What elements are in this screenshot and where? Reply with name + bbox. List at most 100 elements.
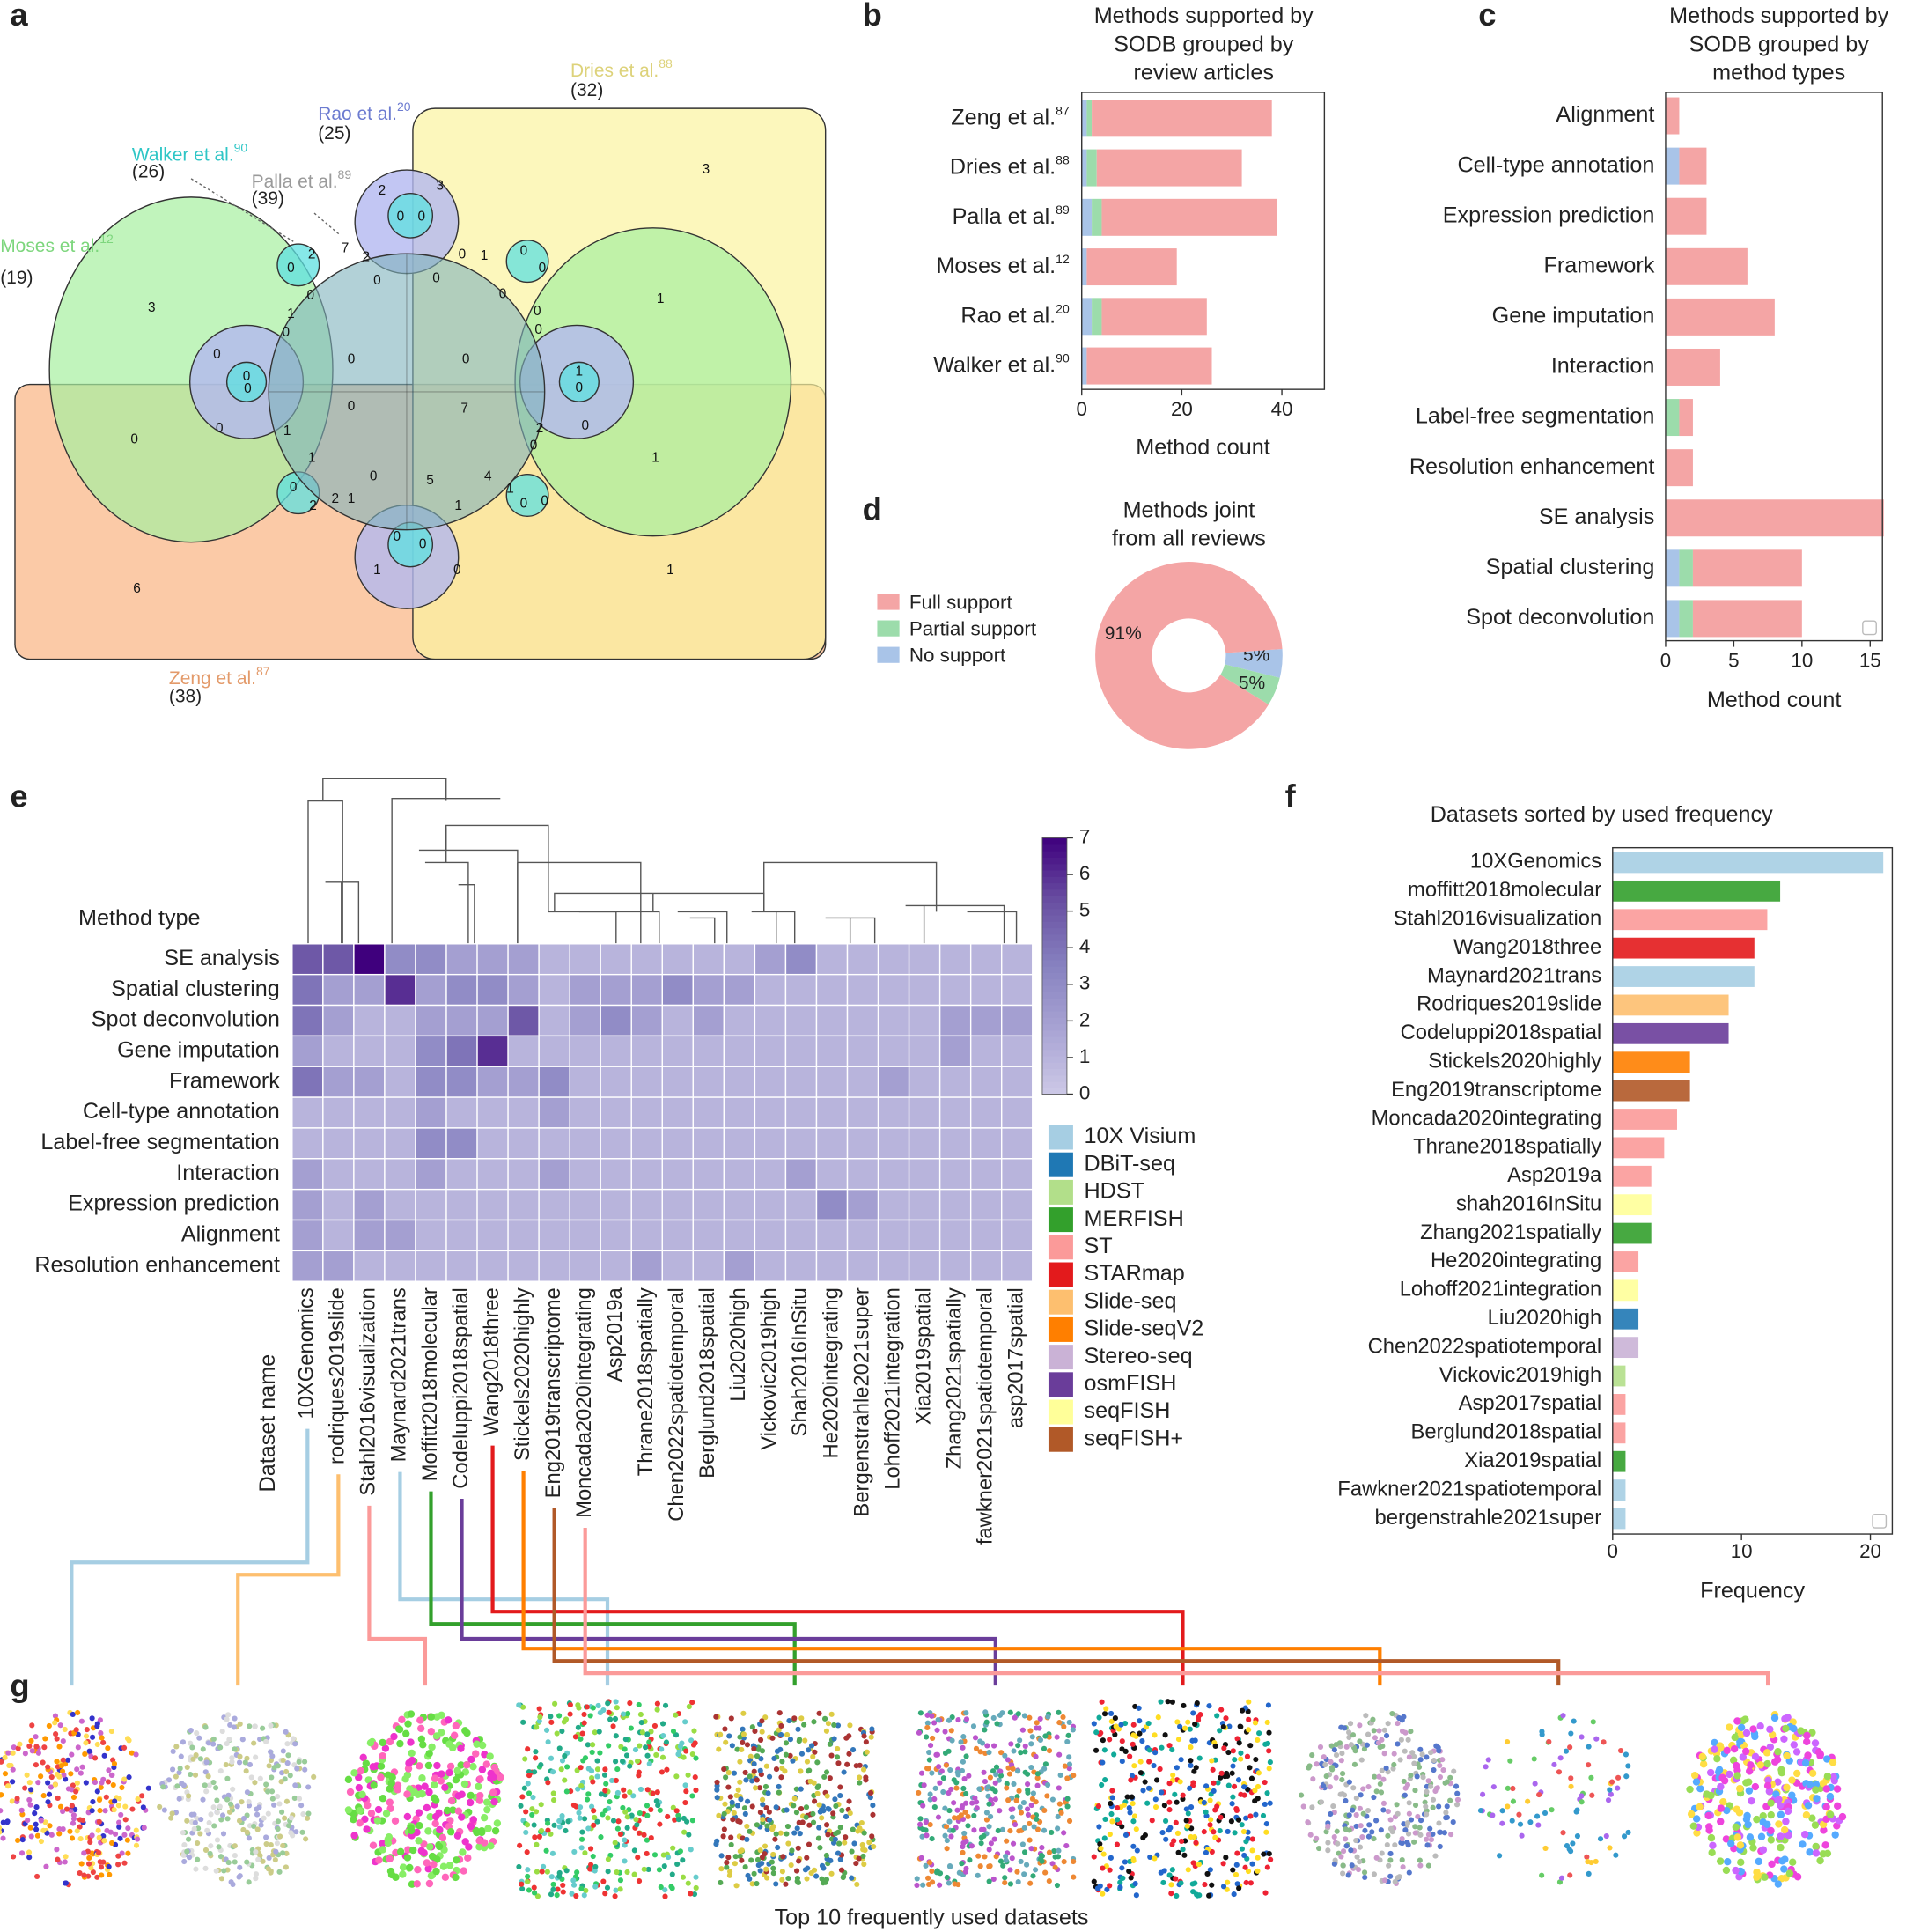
spot [526, 1790, 533, 1796]
spot [246, 1798, 252, 1805]
spot [1424, 1842, 1431, 1848]
spot [115, 1853, 121, 1859]
spot [608, 1777, 615, 1784]
row-label: Interaction [176, 1161, 280, 1185]
spot [1107, 1867, 1113, 1873]
spot [1247, 1765, 1253, 1771]
spot [1017, 1804, 1023, 1810]
spot [779, 1869, 785, 1875]
spot [770, 1870, 776, 1877]
spot [145, 1785, 151, 1791]
heatmap-cell [908, 1158, 941, 1191]
spot [1443, 1810, 1449, 1816]
spot [181, 1858, 188, 1865]
spot [1321, 1754, 1327, 1760]
spot [1808, 1814, 1816, 1822]
legend-swatch [877, 620, 900, 637]
spot [1239, 1707, 1246, 1714]
colorbar-step [1041, 1036, 1067, 1044]
heatmap-cell [938, 943, 972, 976]
spot [803, 1804, 810, 1810]
spot [433, 1761, 441, 1770]
bar-segment [1679, 399, 1693, 437]
spot [1371, 1794, 1377, 1801]
spot [1111, 1751, 1117, 1758]
spot [630, 1793, 637, 1799]
spot [825, 1805, 831, 1811]
panel-label: a [10, 0, 28, 33]
spot [1527, 1819, 1534, 1825]
spot [688, 1847, 694, 1853]
spot [1188, 1762, 1194, 1768]
spot [973, 1745, 980, 1751]
spot [280, 1757, 286, 1763]
spot [966, 1773, 972, 1779]
spot [173, 1773, 179, 1780]
spot [545, 1820, 551, 1826]
venn-set-name-main: Zeng et al. [169, 668, 256, 689]
spot [612, 1715, 619, 1722]
spot [1136, 1705, 1142, 1711]
spot [716, 1812, 722, 1818]
spot [824, 1793, 830, 1799]
spot [563, 1716, 570, 1722]
spot [787, 1737, 793, 1743]
spot [1617, 1747, 1624, 1754]
heatmap-cell [908, 1188, 941, 1221]
spot [1505, 1785, 1511, 1791]
heatmap-cell [569, 1004, 601, 1037]
spot [473, 1828, 481, 1837]
spot [924, 1734, 930, 1740]
heatmap-cell [815, 1188, 849, 1221]
spot [1741, 1715, 1749, 1723]
spot [1357, 1738, 1363, 1744]
venn-region-count: 0 [216, 421, 224, 436]
spot [369, 1763, 377, 1771]
spot [1049, 1829, 1055, 1836]
spot [1152, 1750, 1159, 1756]
spot [357, 1766, 365, 1775]
spot [526, 1887, 533, 1893]
spot [763, 1763, 769, 1769]
leader-line [190, 178, 294, 242]
spot [157, 1803, 163, 1810]
spot [1130, 1857, 1137, 1864]
spot [1743, 1811, 1751, 1820]
heatmap-cell [877, 1188, 910, 1221]
spot [1263, 1821, 1269, 1827]
heatmap-cell [476, 1188, 509, 1221]
spot [472, 1750, 480, 1758]
heatmap-cell [384, 1188, 416, 1221]
spot [56, 1773, 63, 1780]
spot [1037, 1737, 1044, 1743]
spot [458, 1790, 466, 1798]
donut-slice [1095, 562, 1283, 749]
spot [10, 1750, 16, 1756]
spot [1781, 1855, 1789, 1863]
y-tick-label: Fawkner2021spatiotemporal [1337, 1477, 1601, 1501]
spot [1264, 1864, 1270, 1870]
spot [577, 1804, 584, 1810]
spot [69, 1787, 75, 1793]
venn-region-count: 7 [342, 241, 350, 256]
spot [283, 1864, 289, 1870]
spot [17, 1741, 23, 1747]
spot [1100, 1759, 1106, 1766]
spot [538, 1762, 544, 1768]
heatmap-cell [938, 1219, 972, 1252]
spot [244, 1829, 250, 1835]
spot [548, 1874, 555, 1880]
heatmap-cell [784, 1158, 818, 1191]
spot [744, 1836, 750, 1843]
y-tick-label: Expression prediction [1443, 203, 1655, 227]
spot [686, 1704, 692, 1710]
spot [1325, 1847, 1331, 1854]
heatmap-cell [507, 1127, 540, 1160]
spot [211, 1823, 217, 1829]
spot [311, 1773, 317, 1780]
spot [526, 1773, 533, 1779]
spot [1109, 1818, 1115, 1825]
spot [576, 1810, 582, 1816]
spot [263, 1840, 269, 1847]
spot [1742, 1729, 1751, 1737]
